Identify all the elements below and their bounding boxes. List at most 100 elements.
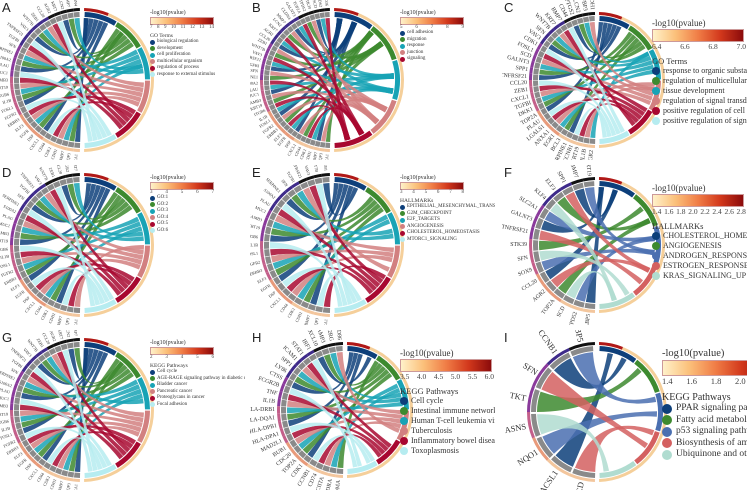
chord-ribbon: [325, 30, 374, 142]
gene-sector: [283, 29, 291, 37]
chord-ribbon: [539, 25, 622, 80]
gene-sector: [539, 207, 549, 220]
gene-sector: [570, 346, 594, 357]
gene-sector: [537, 50, 545, 58]
gene-sector: [271, 108, 278, 115]
gene-sector: [583, 137, 590, 144]
gene-logfc-band: [529, 226, 535, 240]
gene-logfc-band: [335, 342, 344, 346]
category-legend-item: AGE-RAGE signaling pathway in diabetic c…: [150, 376, 245, 383]
colorbar-tick: 7: [430, 25, 434, 30]
gene-logfc-band: [30, 458, 38, 465]
category-legend-item: Pancreatic cancer: [150, 389, 245, 396]
colorbar-title: -log10(pvalue): [150, 10, 186, 16]
panel-letter: A: [2, 0, 11, 15]
gene-logfc-band: [313, 467, 322, 474]
gene-sector: [531, 389, 540, 412]
colorbar: [652, 29, 744, 42]
gene-sector: [267, 54, 274, 61]
gene-logfc-band: [536, 110, 543, 118]
gene-sector: [295, 20, 302, 27]
gene-sector: [47, 299, 56, 307]
gene-logfc-band: [21, 447, 29, 455]
chord-ribbon: [306, 21, 384, 59]
gene-logfc-band: [60, 9, 68, 15]
chord-ribbon: [298, 371, 403, 404]
category-legend-label: response to organic substance: [663, 66, 747, 75]
gene-logfc-band: [10, 89, 15, 97]
legend-dot-icon: [652, 97, 660, 105]
gene-sector: [14, 397, 21, 404]
category-sector: [84, 134, 117, 148]
gene-logfc-band: [302, 12, 310, 17]
chord-ribbon: [309, 185, 384, 284]
gene-logfc-band: [16, 44, 22, 52]
gene-sector: [553, 191, 565, 203]
gene-sector: [14, 403, 20, 410]
gene-logfc-band: [284, 131, 291, 138]
category-legend-label: Human T-cell leukemia virus 1 infection: [411, 416, 495, 425]
gene-sector: [547, 117, 555, 125]
legend: -log10(pvalue) 2 3 4 5 6 KEGG Pathways Cell cyc…: [150, 340, 245, 408]
gene-sector: [14, 64, 21, 72]
gene-logfc-band: [276, 29, 283, 36]
legend-dot-icon: [150, 389, 155, 395]
gene-sector: [277, 282, 286, 291]
gene-logfc-band: [10, 69, 14, 77]
gene-sector: [287, 127, 295, 135]
gene-logfc-band: [261, 58, 267, 65]
chord-ribbon: [50, 194, 123, 302]
gene-logfc-band: [36, 20, 44, 27]
category-legend-label: GO:2: [157, 201, 169, 207]
category-sector: [633, 263, 658, 296]
chord-ribbon: [21, 42, 134, 100]
chord-ribbon: [539, 250, 630, 296]
gene-logfc-band: [11, 259, 17, 267]
gene-sector: [264, 64, 271, 71]
gene-logfc-band: [12, 429, 19, 438]
chord-ribbon: [52, 101, 134, 138]
chord-ribbon: [330, 387, 401, 468]
colorbar-ticks: 1.4 1.6 1.8 2.0 2.2 2.4 2.6 2.8: [652, 207, 746, 216]
category-legend-item: GO:4: [150, 215, 214, 222]
gene-sector: [535, 217, 544, 230]
panel-i: ISCDACSL1NQO1ASNSTKTSFNCCNB1FABP5-log10(…: [502, 330, 747, 490]
gene-logfc-band: [260, 68, 264, 75]
gene-sector: [39, 129, 47, 137]
category-legend-item: regulation of signal transduction: [652, 96, 747, 106]
category-legend-item: Tuberculosis: [400, 426, 495, 436]
chord-diagram: [529, 12, 666, 148]
category-pvalue-band-peak: [346, 342, 371, 350]
gene-logfc-band: [72, 338, 80, 342]
colorbar-tick: 12: [189, 25, 195, 30]
colorbar-tick: 1.6: [664, 207, 674, 216]
chord-ribbon: [67, 183, 126, 220]
gene-sector: [49, 465, 57, 473]
gene-sector: [291, 22, 298, 30]
category-legend-item: CHOLESTEROL_HOMEOSTASIS: [400, 230, 495, 237]
category-legend-item: Bladder cancer: [150, 382, 245, 389]
gene-logfc-band: [543, 120, 551, 128]
chord-ribbon: [287, 401, 403, 414]
category-legend-label: regulation of multicellular organismal p…: [663, 76, 747, 85]
colorbar-tick: 4: [412, 190, 415, 195]
chord-ribbon: [291, 194, 374, 222]
gene-logfc-band: [32, 187, 41, 195]
gene-sector: [281, 392, 289, 400]
gene-logfc-band: [293, 138, 300, 144]
chord-ribbon: [555, 352, 614, 467]
chord-ribbon: [564, 37, 640, 131]
legend-dot-icon: [400, 417, 408, 425]
gene-logfc-band: [531, 215, 539, 228]
legend-dot-icon: [652, 252, 660, 260]
gene-sector: [319, 142, 326, 148]
category-sector: [599, 461, 637, 478]
gene-logfc-band: [260, 240, 264, 250]
colorbar-tick: 5: [400, 25, 403, 30]
legend-dot-icon: [150, 382, 155, 388]
chord-ribbon: [52, 23, 131, 123]
gene-logfc-band: [19, 203, 26, 212]
gene-sector: [560, 24, 568, 32]
gene-logfc-band: [581, 12, 589, 17]
gene-sector: [533, 228, 540, 240]
